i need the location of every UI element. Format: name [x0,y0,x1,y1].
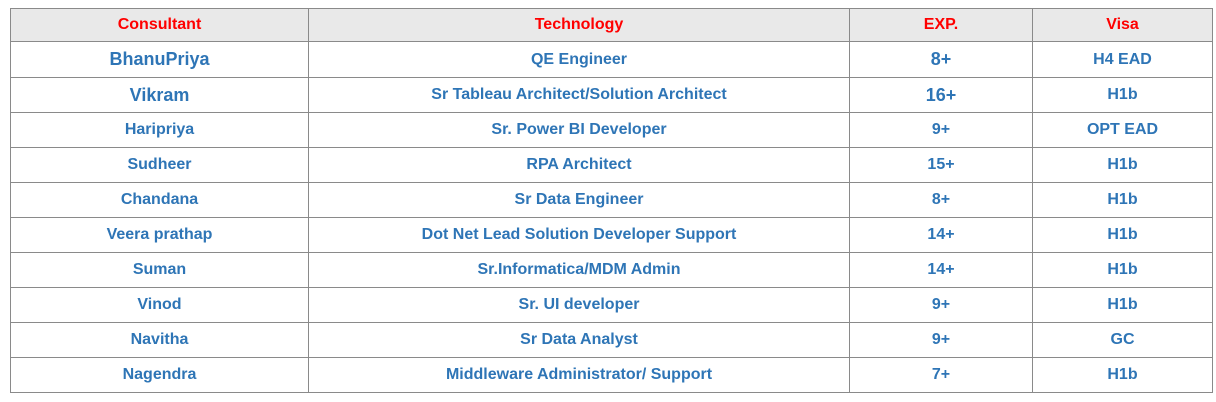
cell-technology: Sr.Informatica/MDM Admin [308,252,850,288]
cell-exp: 14+ [849,252,1033,288]
cell-exp: 8+ [849,182,1033,218]
cell-consultant: Sudheer [10,147,309,183]
cell-exp: 8+ [849,41,1033,78]
cell-exp: 7+ [849,357,1033,393]
cell-visa: H1b [1032,182,1213,218]
cell-visa: H1b [1032,77,1213,113]
cell-visa: OPT EAD [1032,112,1213,148]
cell-consultant: Chandana [10,182,309,218]
table-row: Navitha Sr Data Analyst 9+ GC [10,322,1213,358]
cell-technology: Sr Data Engineer [308,182,850,218]
cell-consultant: Vinod [10,287,309,323]
header-exp: EXP. [849,8,1033,42]
cell-visa: H1b [1032,147,1213,183]
table-row: Nagendra Middleware Administrator/ Suppo… [10,357,1213,393]
cell-technology: Sr Data Analyst [308,322,850,358]
cell-exp: 14+ [849,217,1033,253]
cell-consultant: Veera prathap [10,217,309,253]
cell-exp: 9+ [849,112,1033,148]
cell-visa: H1b [1032,357,1213,393]
table-row: Veera prathap Dot Net Lead Solution Deve… [10,217,1213,253]
header-visa: Visa [1032,8,1213,42]
consultant-table: Consultant Technology EXP. Visa BhanuPri… [10,8,1213,393]
cell-consultant: Vikram [10,77,309,113]
table-row: Chandana Sr Data Engineer 8+ H1b [10,182,1213,218]
consultant-table-container: Consultant Technology EXP. Visa BhanuPri… [10,8,1213,393]
cell-consultant: Haripriya [10,112,309,148]
table-row: Suman Sr.Informatica/MDM Admin 14+ H1b [10,252,1213,288]
cell-technology: Sr. UI developer [308,287,850,323]
cell-consultant: Navitha [10,322,309,358]
cell-visa: H4 EAD [1032,41,1213,78]
cell-technology: Dot Net Lead Solution Developer Support [308,217,850,253]
table-row: Vinod Sr. UI developer 9+ H1b [10,287,1213,323]
cell-technology: Sr Tableau Architect/Solution Architect [308,77,850,113]
cell-visa: H1b [1032,252,1213,288]
cell-visa: GC [1032,322,1213,358]
header-row: Consultant Technology EXP. Visa [10,8,1213,42]
cell-visa: H1b [1032,217,1213,253]
cell-exp: 9+ [849,287,1033,323]
cell-technology: Sr. Power BI Developer [308,112,850,148]
cell-exp: 16+ [849,77,1033,113]
cell-technology: Middleware Administrator/ Support [308,357,850,393]
table-row: Vikram Sr Tableau Architect/Solution Arc… [10,77,1213,113]
cell-consultant: BhanuPriya [10,41,309,78]
table-row: Sudheer RPA Architect 15+ H1b [10,147,1213,183]
table-row: BhanuPriya QE Engineer 8+ H4 EAD [10,41,1213,78]
cell-visa: H1b [1032,287,1213,323]
cell-technology: RPA Architect [308,147,850,183]
cell-consultant: Suman [10,252,309,288]
cell-exp: 15+ [849,147,1033,183]
cell-consultant: Nagendra [10,357,309,393]
cell-technology: QE Engineer [308,41,850,78]
table-row: Haripriya Sr. Power BI Developer 9+ OPT … [10,112,1213,148]
cell-exp: 9+ [849,322,1033,358]
header-technology: Technology [308,8,850,42]
header-consultant: Consultant [10,8,309,42]
